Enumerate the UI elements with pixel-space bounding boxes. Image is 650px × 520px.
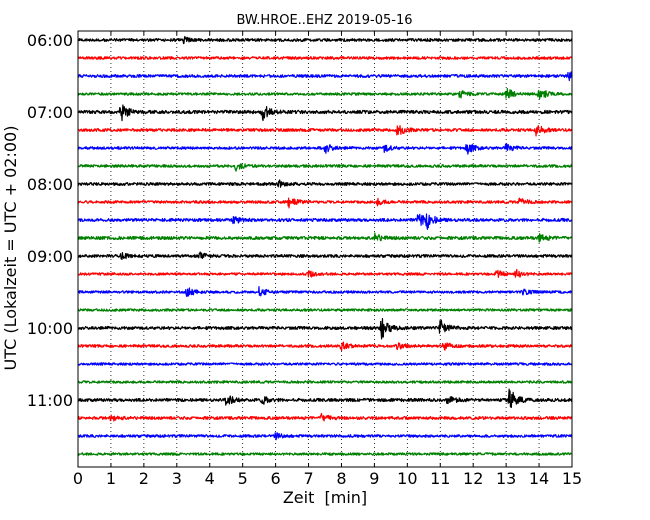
trace-line <box>77 163 573 172</box>
y-axis-label: UTC (Lokalzeit = UTC + 02:00) <box>1 126 20 371</box>
trace-line <box>77 125 573 137</box>
y-tick-label: 07:00 <box>27 103 73 122</box>
x-tick-label: 14 <box>529 469 549 488</box>
trace-line <box>77 286 573 297</box>
x-tick-label: 0 <box>73 469 83 488</box>
plot-frame <box>77 30 573 468</box>
trace-line <box>77 142 573 155</box>
trace-line <box>77 432 573 441</box>
x-tick-label: 10 <box>397 469 417 488</box>
trace-line <box>77 197 573 209</box>
trace-layer <box>77 35 573 456</box>
trace-line <box>77 56 573 60</box>
x-axis: 0 1 2 3 4 5 6 7 8 9 10 11 12 13 14 15 <box>73 31 582 488</box>
y-tick-label: 10:00 <box>27 319 73 338</box>
y-tick-label: 11:00 <box>27 391 73 410</box>
x-tick-label: 1 <box>106 469 116 488</box>
trace-line <box>77 232 573 243</box>
x-tick-label: 5 <box>238 469 248 488</box>
y-tick-label: 06:00 <box>27 31 73 50</box>
x-axis-label: Zeit [min] <box>283 488 367 507</box>
trace-line <box>77 179 573 188</box>
x-tick-label: 4 <box>205 469 215 488</box>
trace-line <box>77 71 573 82</box>
y-tick-label: 09:00 <box>27 247 73 266</box>
x-tick-label: 15 <box>562 469 582 488</box>
x-tick-label: 13 <box>496 469 516 488</box>
trace-line <box>77 452 573 456</box>
x-tick-label: 12 <box>463 469 483 488</box>
trace-line <box>77 380 573 384</box>
trace-line <box>77 35 573 45</box>
trace-line <box>77 362 573 366</box>
x-tick-label: 11 <box>430 469 450 488</box>
x-tick-label: 7 <box>303 469 313 488</box>
trace-line <box>77 104 573 122</box>
trace-line <box>77 388 573 408</box>
x-tick-label: 8 <box>336 469 346 488</box>
trace-line <box>77 268 573 279</box>
chart-title: BW.HROE..EHZ 2019-05-16 <box>236 13 412 28</box>
x-tick-label: 3 <box>172 469 182 488</box>
trace-line <box>77 317 573 340</box>
trace-line <box>77 308 573 312</box>
trace-line <box>77 341 573 352</box>
trace-line <box>77 87 573 100</box>
grid-layer <box>110 31 540 467</box>
x-tick-label: 9 <box>369 469 379 488</box>
x-tick-label: 6 <box>271 469 281 488</box>
y-tick-label: 08:00 <box>27 175 73 194</box>
trace-line <box>77 412 573 422</box>
y-axis: 06:00 07:00 08:00 09:00 10:00 11:00 <box>27 31 572 410</box>
x-tick-label: 2 <box>139 469 149 488</box>
trace-line <box>77 251 573 260</box>
trace-line <box>77 213 573 230</box>
